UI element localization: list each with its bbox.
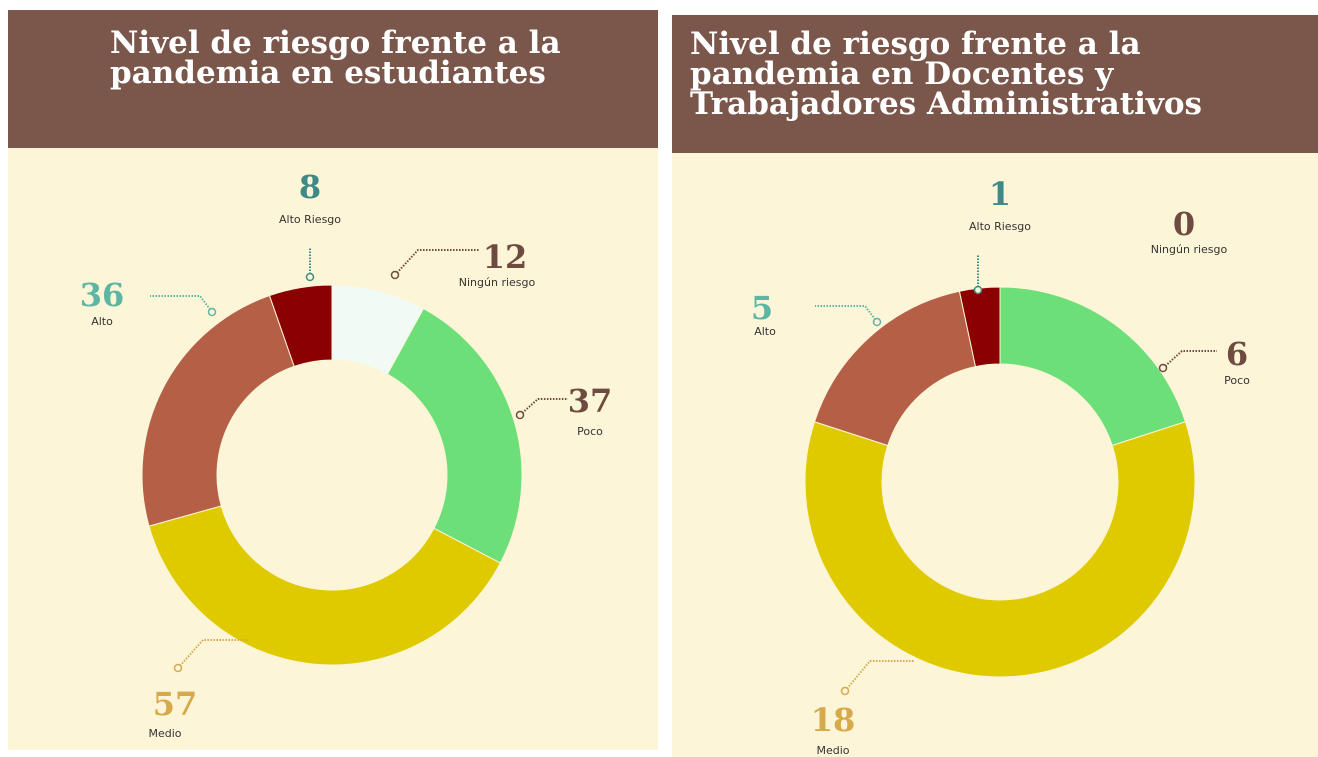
leader-line [1162, 350, 1217, 369]
chart-title: Nivel de riesgo frente a la pandemia en … [690, 26, 1202, 122]
leader-line [150, 295, 213, 313]
chart-title: Nivel de riesgo frente a la pandemia en … [110, 25, 561, 91]
leader-line [815, 305, 878, 323]
leader-dot [390, 270, 400, 280]
value-label: 1 [989, 175, 1011, 213]
leader-line [844, 660, 915, 692]
category-label: Poco [1224, 374, 1250, 387]
leader-dot [207, 307, 217, 317]
value-label: 0 [1173, 205, 1195, 243]
donut-slice [958, 286, 1001, 368]
donut-slice [813, 290, 977, 447]
donut-slice [148, 505, 502, 666]
value-label: 6 [1226, 335, 1248, 373]
leader-dot [973, 285, 983, 295]
donut-slice [999, 286, 1187, 447]
leader-dot [840, 686, 850, 696]
donut-slice [141, 294, 295, 527]
header: Nivel de riesgo frente a la pandemia en … [8, 10, 658, 148]
category-label: Alto Riesgo [969, 220, 1031, 233]
value-label: 37 [568, 382, 613, 420]
leader-line [177, 639, 250, 669]
leader-dot [173, 663, 183, 673]
header: Nivel de riesgo frente a la pandemia en … [672, 15, 1318, 153]
category-label: Medio [816, 744, 849, 757]
panel: 0 Ningún riesgo 6 Poco 18 Medio 5 Alto 1 Alto Rie… [672, 15, 1318, 757]
category-label: Alto [91, 315, 113, 328]
value-label: 12 [483, 238, 528, 276]
leader-dot [515, 410, 525, 420]
donut-slice [386, 307, 523, 564]
donut-slice [268, 284, 333, 368]
value-label: 36 [80, 276, 125, 314]
donut-slice [804, 421, 1196, 678]
panel: 12 Ningún riesgo 37 Poco 57 Medio 36 Alto 8 Alto … [8, 10, 658, 750]
leader-dot [872, 317, 882, 327]
category-label: Poco [577, 425, 603, 438]
leader-line [519, 398, 568, 416]
leader-line [394, 249, 480, 276]
category-label: Medio [148, 727, 181, 740]
value-label: 8 [299, 168, 321, 206]
leader-dot [305, 272, 315, 282]
category-label: Ningún riesgo [459, 276, 536, 289]
value-label: 57 [153, 685, 198, 723]
leader-dot [1158, 363, 1168, 373]
category-label: Alto Riesgo [279, 213, 341, 226]
category-label: Ningún riesgo [1151, 243, 1228, 256]
category-label: Alto [754, 325, 776, 338]
value-label: 5 [751, 289, 773, 327]
value-label: 18 [811, 701, 856, 739]
